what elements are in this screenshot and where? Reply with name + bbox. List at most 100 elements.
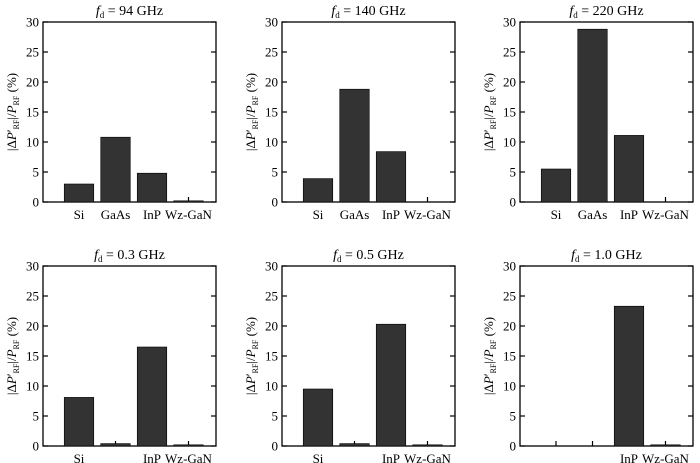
ylabel-part: |/	[481, 357, 496, 364]
y-tick-label: 5	[33, 165, 40, 180]
y-tick-label: 30	[26, 15, 39, 30]
bar	[613, 305, 645, 447]
title-subscript: d	[335, 10, 340, 20]
chart-title: fd = 94 GHz	[96, 4, 163, 20]
y-axis-label: |ΔP′RF|/PRF (%)	[243, 317, 260, 395]
x-tick-label: Si	[74, 207, 85, 222]
title-variable: f	[94, 248, 100, 263]
bar	[302, 178, 334, 203]
ylabel-subscript: RF	[12, 95, 21, 105]
y-tick-label: 0	[272, 195, 279, 210]
x-tick-label: GaAs	[578, 207, 608, 222]
y-tick-label: 20	[503, 319, 516, 334]
ylabel-unit: (%)	[4, 317, 19, 340]
ylabel-unit: (%)	[243, 73, 258, 96]
ylabel-part: P	[4, 376, 19, 385]
y-tick-label: 30	[26, 259, 39, 274]
bar	[412, 444, 443, 447]
chart-panel-2: 0 5 10 15 20 25 30 Si GaAs InP Wz-GaN fd = 140 GHz |…	[243, 4, 456, 222]
title-variable: f	[96, 4, 102, 19]
ylabel-part: |Δ	[243, 140, 258, 151]
chart-panel-3: 0 5 10 15 20 25 30 Si GaAs InP Wz-GaN fd = 220 GHz |…	[481, 4, 694, 222]
chart-title: fd = 0.3 GHz	[94, 248, 165, 264]
y-tick-label: 5	[510, 409, 517, 424]
y-tick-label: 0	[510, 195, 517, 210]
x-tick-label: Wz-GaN	[404, 451, 452, 463]
bar	[173, 444, 204, 447]
bar	[302, 388, 334, 447]
ylabel-part: P	[4, 349, 19, 358]
plot-frame	[519, 265, 694, 447]
title-value: = 220 GHz	[578, 4, 644, 19]
y-tick-label: 30	[503, 15, 516, 30]
ylabel-part: |Δ	[243, 384, 258, 395]
chart-title: fd = 0.5 GHz	[333, 248, 404, 264]
ylabel-subscript: RF	[251, 95, 260, 105]
bar	[100, 443, 131, 447]
ylabel-part: |Δ	[4, 384, 19, 395]
y-tick-label: 0	[33, 439, 40, 454]
ylabel-part: P	[481, 132, 496, 141]
ylabel-part: P	[243, 349, 258, 358]
x-tick-label: Wz-GaN	[165, 207, 213, 222]
y-tick-label: 15	[26, 349, 39, 364]
y-tick-label: 5	[272, 409, 279, 424]
ylabel-part: ′	[4, 373, 19, 376]
y-tick-label: 10	[265, 135, 278, 150]
title-subscript: d	[337, 254, 342, 264]
ylabel-subscript: RF	[251, 119, 260, 129]
x-tick-label: InP	[143, 451, 161, 463]
y-tick-label: 15	[265, 105, 278, 120]
y-tick-label: 20	[265, 75, 278, 90]
ylabel-subscript: RF	[251, 363, 260, 373]
bar	[613, 135, 645, 203]
y-tick-label: 25	[26, 45, 39, 60]
title-value: = 94 GHz	[104, 4, 163, 19]
y-tick-label: 15	[503, 349, 516, 364]
ylabel-part: ′	[481, 373, 496, 376]
bar	[339, 88, 370, 203]
title-value: = 0.3 GHz	[103, 248, 165, 263]
title-subscript: d	[98, 254, 103, 264]
chart-title: fd = 1.0 GHz	[571, 248, 642, 264]
bar	[375, 323, 407, 447]
x-tick-label: InP	[382, 451, 400, 463]
y-tick-label: 0	[33, 195, 40, 210]
ylabel-part: P	[481, 105, 496, 114]
title-subscript: d	[573, 10, 578, 20]
x-tick-label: GaAs	[101, 207, 131, 222]
ylabel-part: |/	[4, 357, 19, 364]
y-tick-label: 20	[26, 75, 39, 90]
y-tick-label: 25	[265, 289, 278, 304]
y-tick-label: 15	[26, 105, 39, 120]
y-tick-label: 20	[26, 319, 39, 334]
title-variable: f	[331, 4, 337, 19]
bar	[339, 443, 370, 447]
ylabel-subscript: RF	[489, 95, 498, 105]
x-tick-label: Si	[313, 207, 324, 222]
title-value: = 0.5 GHz	[342, 248, 404, 263]
title-variable: f	[569, 4, 575, 19]
y-tick-label: 5	[272, 165, 279, 180]
ylabel-part: |/	[481, 113, 496, 120]
x-tick-label: InP	[143, 207, 161, 222]
bar	[100, 136, 131, 203]
ylabel-part: |/	[243, 357, 258, 364]
ylabel-part: P	[243, 376, 258, 385]
ylabel-subscript: RF	[12, 363, 21, 373]
ylabel-part: ′	[243, 129, 258, 132]
y-tick-label: 25	[503, 45, 516, 60]
title-subscript: d	[100, 10, 105, 20]
ylabel-part: |Δ	[481, 384, 496, 395]
x-tick-label: Wz-GaN	[165, 451, 213, 463]
y-tick-label: 30	[265, 15, 278, 30]
title-subscript: d	[575, 254, 580, 264]
chart-panel-1: 0 5 10 15 20 25 30 Si GaAs InP Wz-GaN fd = 94 GHz |Δ…	[4, 4, 217, 222]
ylabel-subscript: RF	[251, 339, 260, 349]
ylabel-part: ′	[4, 129, 19, 132]
y-tick-label: 5	[510, 165, 517, 180]
